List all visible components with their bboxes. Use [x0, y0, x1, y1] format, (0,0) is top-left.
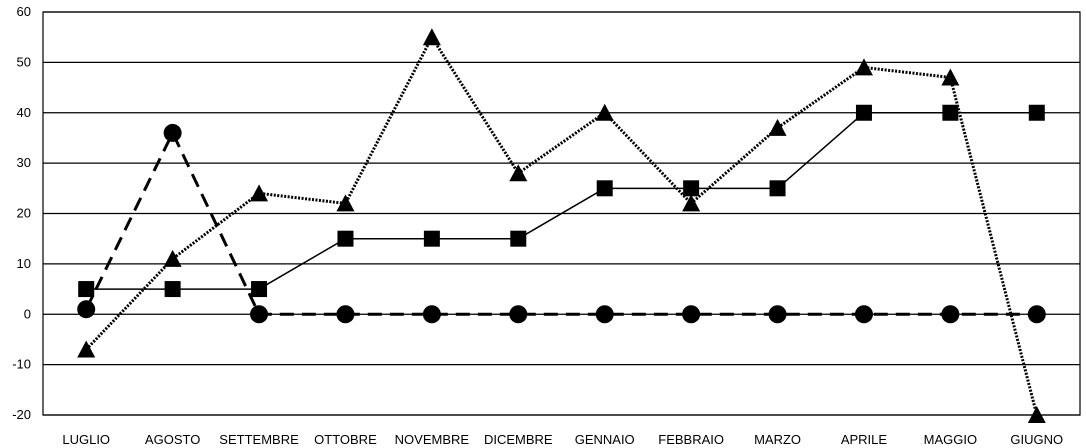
data-point-circle — [509, 305, 528, 324]
x-category-label: OTTOBRE — [314, 432, 377, 447]
data-point-square — [942, 104, 959, 121]
y-tick-label: 40 — [17, 105, 31, 120]
x-category-label: MARZO — [754, 432, 801, 447]
x-category-label: SETTEMBRE — [219, 432, 299, 447]
data-point-circle — [336, 305, 355, 324]
series-line — [85, 35, 1039, 416]
x-category-label: DICEMBRE — [484, 432, 553, 447]
series-square — [78, 104, 1045, 298]
x-category-label: GIUGNO — [1010, 432, 1063, 447]
x-axis-categories: LUGLIO AGOSTO SETTEMBRE OTTOBRE NOVEMBRE DICE… — [62, 432, 1063, 447]
data-point-triangle — [1027, 406, 1046, 423]
y-tick-label: 0 — [24, 306, 31, 321]
series-triangle — [77, 28, 1046, 423]
x-category-label: MAGGIO — [924, 432, 977, 447]
data-point-circle — [941, 305, 960, 324]
x-category-label: LUGLIO — [62, 432, 110, 447]
y-tick-label: 60 — [17, 4, 31, 19]
data-point-circle — [595, 305, 614, 324]
data-point-triangle — [336, 194, 355, 212]
y-tick-label: 30 — [17, 155, 31, 170]
series-line — [84, 131, 1037, 316]
data-point-circle — [250, 305, 269, 324]
series-line — [86, 112, 1037, 290]
y-axis-ticks: -20 -10 0 10 20 30 40 50 60 — [12, 4, 31, 422]
data-point-square — [164, 281, 181, 298]
x-category-label: FEBBRAIO — [658, 432, 724, 447]
data-point-circle — [422, 305, 441, 324]
x-category-label: APRILE — [841, 432, 888, 447]
data-point-circle — [77, 300, 96, 319]
data-point-square — [1028, 104, 1045, 121]
x-category-label: AGOSTO — [145, 432, 200, 447]
x-category-label: GENNAIO — [575, 432, 635, 447]
y-tick-label: -10 — [12, 357, 31, 372]
data-point-triangle — [422, 28, 441, 46]
data-point-square — [683, 180, 700, 197]
data-point-triangle — [682, 194, 701, 212]
y-tick-label: -20 — [12, 407, 31, 422]
data-point-circle — [682, 305, 701, 324]
data-point-square — [423, 230, 440, 247]
data-point-square — [251, 281, 268, 298]
y-tick-label: 10 — [17, 256, 31, 271]
data-point-triangle — [509, 164, 528, 182]
x-category-label: NOVEMBRE — [395, 432, 470, 447]
y-tick-label: 50 — [17, 54, 31, 69]
series-group — [77, 28, 1046, 423]
data-point-triangle — [595, 103, 614, 121]
data-point-square — [769, 180, 786, 197]
data-point-square — [596, 180, 613, 197]
data-point-square — [510, 230, 527, 247]
data-point-triangle — [854, 58, 873, 76]
series-circle — [77, 123, 1046, 324]
data-point-triangle — [250, 184, 269, 202]
plot-area-border — [42, 11, 1081, 416]
data-point-circle — [768, 305, 787, 324]
data-point-square — [337, 230, 354, 247]
data-point-circle — [1027, 305, 1046, 324]
data-point-triangle — [77, 340, 96, 358]
data-point-circle — [163, 123, 182, 142]
y-tick-label: 20 — [17, 206, 31, 221]
data-point-circle — [854, 305, 873, 324]
data-point-square — [855, 104, 872, 121]
data-point-triangle — [163, 249, 182, 267]
data-point-triangle — [768, 118, 787, 136]
data-point-triangle — [941, 68, 960, 86]
data-point-square — [78, 281, 95, 298]
